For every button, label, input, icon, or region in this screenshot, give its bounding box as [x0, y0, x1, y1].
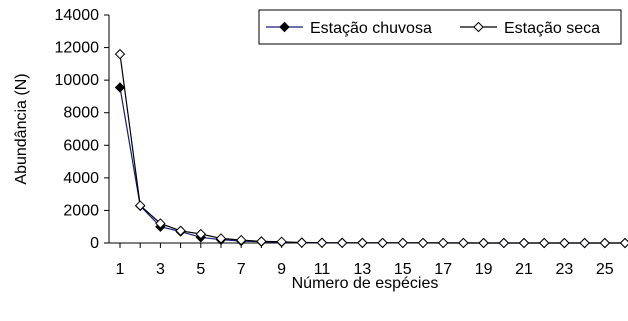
legend-marker-estacao-chuvosa — [279, 21, 290, 33]
data-point-estacao-seca — [195, 228, 207, 240]
data-point-estacao-seca — [579, 237, 590, 249]
legend-label-estacao-seca: Estação seca — [504, 20, 600, 37]
series-line-estacao-chuvosa — [119, 87, 625, 244]
x-tick-label: 19 — [475, 261, 493, 278]
x-tick-label: 9 — [277, 261, 286, 278]
data-point-estacao-seca — [538, 237, 550, 249]
x-tick-label: 7 — [237, 261, 246, 278]
data-point-estacao-seca — [235, 234, 247, 246]
data-point-estacao-seca — [478, 237, 489, 249]
data-point-estacao-seca — [498, 237, 510, 249]
data-point-estacao-seca — [599, 237, 611, 249]
data-point-estacao-chuvosa — [114, 82, 126, 93]
y-tick-label: 4000 — [63, 170, 99, 187]
data-point-estacao-seca — [296, 237, 308, 248]
axes — [108, 15, 628, 244]
x-tick-label: 5 — [196, 261, 205, 278]
data-point-estacao-seca — [357, 237, 368, 249]
data-point-estacao-seca — [316, 237, 328, 248]
x-ticks: 1 3 5 7 9 11 13 15 17 19 21 23 25 — [116, 243, 626, 278]
data-point-estacao-seca — [518, 237, 530, 249]
series-layer — [114, 48, 628, 249]
x-tick-label: 23 — [556, 261, 574, 278]
x-tick-label: 15 — [394, 261, 412, 278]
y-axis-title: Abundância (N) — [13, 73, 30, 184]
data-point-estacao-seca — [377, 237, 388, 249]
x-tick-label: 13 — [354, 261, 372, 278]
legend-box — [258, 9, 622, 45]
data-point-estacao-seca — [619, 237, 628, 249]
data-point-estacao-seca — [155, 218, 166, 229]
data-point-estacao-seca — [276, 236, 287, 247]
data-point-estacao-seca — [256, 236, 267, 247]
data-point-estacao-seca — [175, 225, 186, 236]
x-tick-label: 3 — [156, 261, 165, 278]
data-point-estacao-seca — [397, 237, 409, 249]
legend: Estação chuvosa Estação seca — [258, 9, 622, 45]
x-axis-title: Número de espécies — [292, 275, 439, 292]
legend-label-estacao-chuvosa: Estação chuvosa — [310, 20, 432, 37]
data-point-estacao-seca — [458, 237, 469, 249]
y-tick-label: 10000 — [55, 72, 100, 89]
y-tick-label: 2000 — [63, 202, 99, 219]
y-tick-label: 14000 — [55, 7, 100, 24]
y-tick-label: 12000 — [55, 40, 100, 57]
data-point-estacao-seca — [114, 48, 126, 60]
x-tick-label: 21 — [515, 261, 533, 278]
data-point-estacao-seca — [215, 233, 227, 244]
x-tick-label: 1 — [116, 261, 125, 278]
data-point-estacao-seca — [134, 200, 146, 211]
x-tick-label: 17 — [434, 261, 452, 278]
data-point-estacao-seca — [336, 237, 348, 249]
series-line-estacao-seca — [119, 54, 625, 244]
y-tick-label: 6000 — [63, 137, 99, 154]
y-tick-label: 0 — [90, 235, 99, 252]
data-point-estacao-seca — [417, 237, 429, 249]
x-tick-label: 25 — [596, 261, 614, 278]
x-tick-label: 11 — [314, 261, 331, 278]
y-tick-label: 8000 — [63, 105, 99, 122]
y-ticks: 0 2000 4000 6000 8000 10000 12000 14000 — [55, 7, 109, 252]
legend-marker-estacao-seca — [473, 21, 484, 33]
data-point-estacao-seca — [437, 237, 449, 249]
data-point-estacao-seca — [559, 237, 570, 249]
